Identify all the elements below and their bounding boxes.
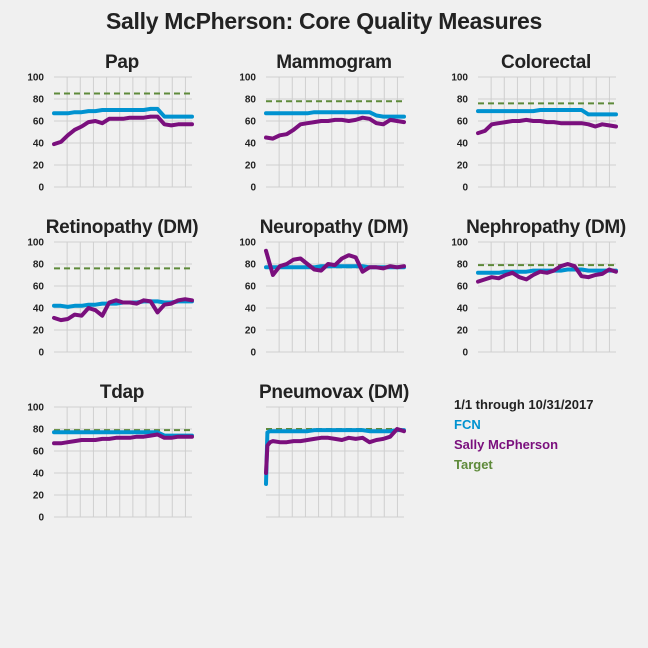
- panel-title-neuropathy: Neuropathy (DM): [259, 217, 409, 238]
- y-tick-label: 40: [245, 139, 257, 150]
- series-line-person: [264, 115, 406, 141]
- y-tick-label: 0: [38, 513, 44, 524]
- y-tick-label: 80: [457, 95, 469, 106]
- series-line-fcn: [52, 430, 194, 438]
- series-line-person: [264, 248, 406, 277]
- chart-nephropathy: 0 20 40 60 80 100: [451, 238, 618, 359]
- y-tick-label: 20: [33, 161, 45, 172]
- y-tick-label: 0: [462, 348, 468, 359]
- legend-fcn: FCN: [454, 417, 481, 432]
- y-tick-label: 0: [250, 348, 256, 359]
- y-tick-label: 20: [245, 161, 257, 172]
- chart-pap: 0 20 40 60 80 100: [27, 73, 194, 194]
- series-line-fcn: [264, 428, 406, 486]
- panel-title-tdap: Tdap: [99, 382, 145, 403]
- panel-title-mammogram: Mammogram: [276, 52, 392, 73]
- panel-title-pneumovax: Pneumovax (DM): [259, 382, 409, 403]
- y-tick-label: 80: [457, 260, 469, 271]
- panel-title-retinopathy: Retinopathy (DM): [45, 217, 199, 238]
- y-tick-label: 40: [33, 304, 45, 315]
- series-line-person: [476, 262, 618, 284]
- chart-mammogram: 0 20 40 60 80 100: [239, 73, 406, 194]
- y-tick-label: 0: [38, 348, 44, 359]
- y-tick-label: 20: [33, 326, 45, 337]
- y-tick-label: 100: [27, 73, 44, 84]
- chart-tdap: 0 20 40 60 80 100: [27, 403, 194, 524]
- chart-neuropathy: 0 20 40 60 80 100: [239, 238, 406, 359]
- y-tick-label: 100: [239, 73, 256, 84]
- legend-target: Target: [454, 457, 493, 472]
- y-tick-label: 20: [245, 326, 257, 337]
- y-tick-label: 100: [451, 73, 468, 84]
- y-tick-label: 80: [33, 260, 45, 271]
- series-line-person: [52, 432, 194, 446]
- y-tick-label: 60: [33, 447, 45, 458]
- y-tick-label: 80: [33, 425, 45, 436]
- y-tick-label: 40: [457, 304, 469, 315]
- y-tick-label: 100: [451, 238, 468, 249]
- y-tick-label: 20: [33, 491, 45, 502]
- y-tick-label: 100: [27, 238, 44, 249]
- series-line-person: [52, 114, 194, 147]
- y-tick-label: 60: [33, 117, 45, 128]
- series-line-fcn: [264, 110, 406, 119]
- y-tick-label: 40: [33, 469, 45, 480]
- y-tick-label: 0: [462, 183, 468, 194]
- series-line-person: [52, 297, 194, 323]
- y-tick-label: 40: [33, 139, 45, 150]
- y-tick-label: 80: [33, 95, 45, 106]
- y-tick-label: 100: [27, 403, 44, 414]
- series-line-person: [476, 117, 618, 136]
- panel-title-colorectal: Colorectal: [501, 52, 591, 73]
- legend-person: Sally McPherson: [454, 437, 559, 452]
- y-tick-label: 60: [245, 282, 257, 293]
- y-tick-label: 60: [457, 282, 469, 293]
- y-tick-label: 40: [457, 139, 469, 150]
- series-line-fcn: [476, 108, 618, 117]
- y-tick-label: 60: [245, 117, 257, 128]
- legend-date-range: 1/1 through 10/31/2017: [454, 397, 594, 412]
- y-tick-label: 0: [38, 183, 44, 194]
- y-tick-label: 100: [239, 238, 256, 249]
- panel-title-nephropathy: Nephropathy (DM): [466, 217, 626, 238]
- y-tick-label: 80: [245, 260, 257, 271]
- y-tick-label: 20: [457, 326, 469, 337]
- y-tick-label: 40: [245, 304, 257, 315]
- chart-pneumovax: [264, 406, 406, 518]
- panel-title-pap: Pap: [105, 52, 139, 73]
- chart-retinopathy: 0 20 40 60 80 100: [27, 238, 194, 359]
- y-tick-label: 20: [457, 161, 469, 172]
- y-tick-label: 60: [33, 282, 45, 293]
- page-title: Sally McPherson: Core Quality Measures: [106, 8, 542, 34]
- series-line-fcn: [52, 106, 194, 119]
- series-line-fcn: [476, 267, 618, 275]
- series-line-person: [264, 427, 406, 475]
- y-tick-label: 0: [250, 183, 256, 194]
- y-tick-label: 80: [245, 95, 257, 106]
- chart-colorectal: 0 20 40 60 80 100: [451, 73, 618, 194]
- legend: 1/1 through 10/31/2017 FCN Sally McPhers…: [454, 395, 593, 475]
- y-tick-label: 60: [457, 117, 469, 128]
